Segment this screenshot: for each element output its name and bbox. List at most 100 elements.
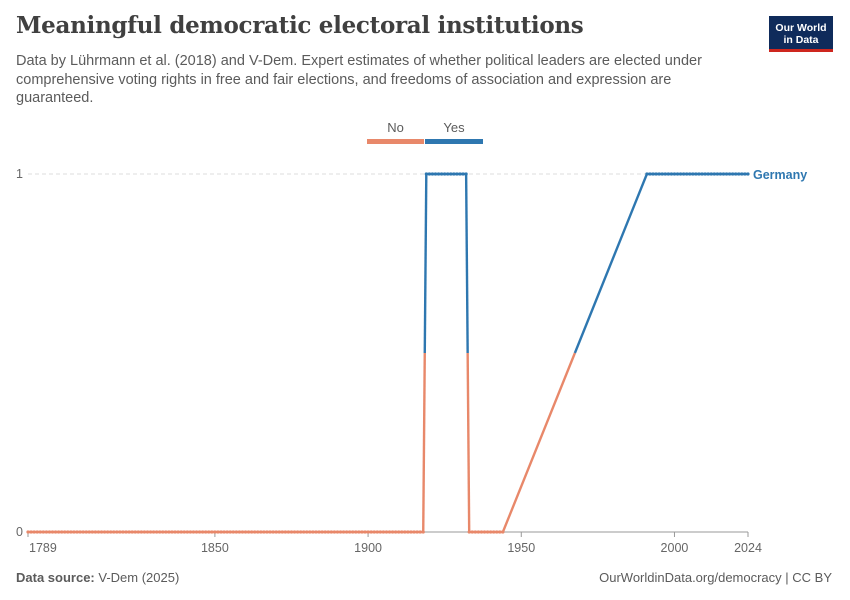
data-point [222,530,226,534]
x-tick-label: 1900 [354,541,382,555]
data-point [433,172,438,176]
data-point [351,530,355,534]
data-point [467,530,471,534]
data-point [672,172,677,176]
data-point [26,530,30,534]
data-point [53,530,58,534]
data-point [721,172,726,176]
data-point [400,530,404,534]
data-point [271,530,275,534]
data-point [158,530,162,534]
data-point [678,172,683,176]
data-point [311,530,315,534]
data-point [645,172,649,176]
data-point [476,530,480,534]
data-point [345,530,349,534]
data-point [66,530,70,534]
data-point [170,530,174,534]
license-credit[interactable]: OurWorldinData.org/democracy | CC BY [599,570,832,585]
data-point [718,172,723,176]
data-point [424,172,428,176]
data-point [498,530,502,534]
data-point [697,172,701,176]
data-point [675,172,680,176]
data-point [305,530,309,534]
data-point [703,172,707,176]
data-point [253,530,257,534]
data-point [372,530,376,534]
data-point [63,530,67,534]
data-point [394,530,398,534]
data-point [666,172,670,176]
data-point [145,530,150,534]
data-point [397,530,401,534]
data-point [452,172,456,176]
data-point [228,530,232,534]
data-point [458,172,462,176]
data-point [167,530,171,534]
x-tick-label: 1789 [29,541,57,555]
data-point [412,530,416,534]
series-label-germany: Germany [753,168,807,182]
data-source-value[interactable]: V-Dem (2025) [98,570,180,585]
data-point [685,172,689,176]
data-point [72,530,76,534]
data-point [492,530,496,534]
data-point [231,530,235,534]
data-point [682,172,686,176]
x-tick-label: 2024 [734,541,762,555]
data-point [78,530,82,534]
data-point [654,172,658,176]
data-point [360,530,364,534]
data-point [688,172,692,176]
data-point [259,530,263,534]
data-point [148,530,153,534]
data-point [213,530,217,534]
data-point [369,530,373,534]
data-point [390,530,395,534]
data-point [691,172,695,176]
data-point [136,530,140,534]
data-point [740,172,744,176]
legend-item-yes[interactable]: Yes [425,120,483,144]
data-point [277,530,281,534]
data-point [387,530,392,534]
data-point [715,172,719,176]
data-source: Data source: V-Dem (2025) [16,570,179,585]
data-source-label: Data source: [16,570,95,585]
data-point [179,530,183,534]
legend-label-yes: Yes [443,120,465,135]
data-point [660,172,664,176]
logo-line-1: Our World [775,22,827,34]
data-point [32,530,36,534]
chart-legend: No Yes [0,120,850,144]
data-point [50,530,55,534]
data-point [341,530,346,534]
data-point [323,530,327,534]
data-point [418,530,422,534]
data-point [335,530,340,534]
data-point [188,530,192,534]
data-point [265,530,269,534]
data-point [348,530,352,534]
legend-item-no[interactable]: No [367,120,424,144]
data-point [90,530,94,534]
data-point [461,172,465,176]
data-point [35,530,39,534]
data-point [106,530,110,534]
chart-title: Meaningful democratic electoral institut… [16,12,584,39]
data-point [440,172,444,176]
data-point [421,530,425,534]
data-point [314,530,318,534]
data-point [69,530,73,534]
data-point [96,530,101,534]
owid-logo[interactable]: Our World in Data [769,16,833,52]
data-point [464,172,468,176]
data-point [243,530,248,534]
data-point [102,530,107,534]
data-point [164,530,168,534]
data-point [724,172,729,176]
data-point [326,530,330,534]
data-point [657,172,661,176]
